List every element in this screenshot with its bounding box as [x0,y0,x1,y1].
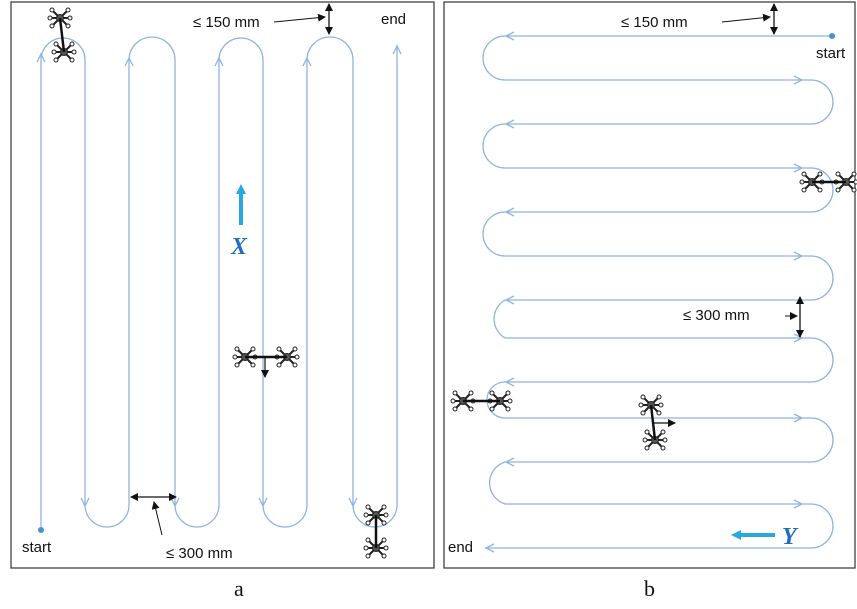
quadcopter-icon [450,390,513,412]
panel-b-y-axis-label: Y [782,524,799,550]
panel-b-direction-arrows [484,31,804,553]
panel-a-end-label: end [381,11,406,28]
panel-a-bottom-leader [151,501,163,536]
panel-a-bottom-spacing-label: ≤ 300 mm [166,545,233,562]
quadcopter-icon [638,394,676,451]
panel-b-start-label: start [816,45,846,62]
panel-a-flight-path [40,36,398,528]
panel-b-flight-path [482,35,834,549]
panel-b-end-label: end [448,539,473,556]
panel-a-top-leader [273,13,326,23]
panel-b-frame [443,1,856,569]
quadcopter-icon [47,7,77,63]
panel-a-top-spacing-label: ≤ 150 mm [193,14,260,31]
panel-b-caption: b [644,576,655,601]
panel-a-start-dot [38,527,44,533]
quadcopter-icon [799,171,857,193]
panel-b-mid-spacing-label: ≤ 300 mm [683,307,750,324]
quadcopter-icon [232,346,300,378]
panel-b-start-dot [829,33,835,39]
panel-b-top-spacing-label: ≤ 150 mm [621,14,688,31]
panel-a-frame [10,1,435,569]
panel-a-start-label: start [22,539,52,556]
panel-a-caption: a [234,576,244,601]
panel-b-top-leader [721,13,771,23]
panel-a-x-axis-label: X [230,234,248,260]
quadcopter-icon [363,504,389,559]
